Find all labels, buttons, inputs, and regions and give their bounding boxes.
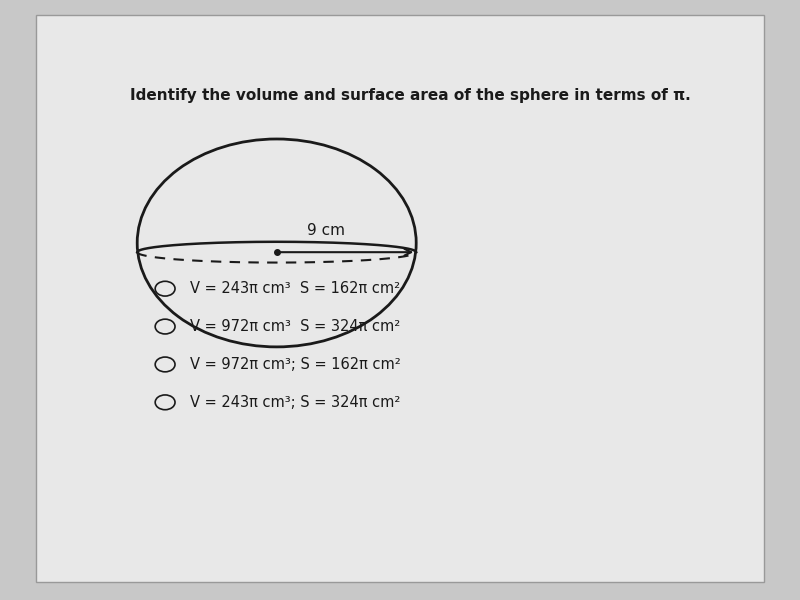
Text: V = 972π cm³  S = 324π cm²: V = 972π cm³ S = 324π cm² bbox=[190, 319, 400, 334]
Text: V = 243π cm³  S = 162π cm²: V = 243π cm³ S = 162π cm² bbox=[190, 281, 400, 296]
Text: V = 243π cm³; S = 324π cm²: V = 243π cm³; S = 324π cm² bbox=[190, 395, 400, 410]
Text: 9 cm: 9 cm bbox=[306, 223, 345, 238]
Text: Identify the volume and surface area of the sphere in terms of π.: Identify the volume and surface area of … bbox=[130, 88, 690, 103]
Text: V = 972π cm³; S = 162π cm²: V = 972π cm³; S = 162π cm² bbox=[190, 357, 401, 372]
